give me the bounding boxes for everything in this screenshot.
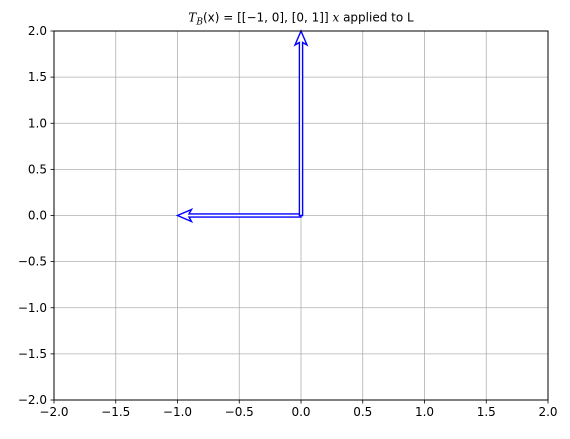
- y-tick-label: 0.0: [28, 209, 47, 223]
- x-tick-label: 1.5: [477, 405, 496, 419]
- x-tick-label: 1.0: [415, 405, 434, 419]
- vector-arrow-1: [293, 29, 309, 217]
- y-tick-label: 1.0: [28, 116, 47, 130]
- title-subscript: B: [195, 18, 203, 28]
- ticks: −2.0 −1.5 −1.0 −0.5 0.0 0.5 1.0 1.5 2.0 −2.0 −1.5 −…: [18, 24, 558, 419]
- title-suffix: applied to L: [339, 11, 414, 25]
- vectors: [175, 29, 309, 223]
- x-tick-label: −0.5: [225, 405, 254, 419]
- x-tick-label: 2.0: [538, 405, 557, 419]
- y-tick-label: −1.5: [18, 347, 47, 361]
- title-var: x: [332, 11, 339, 25]
- x-tick-label: −1.5: [101, 405, 130, 419]
- chart-title: TB(x) = [[−1, 0], [0, 1]] x applied to L: [188, 11, 414, 28]
- title-prefix: T: [188, 11, 197, 25]
- y-tick-label: −0.5: [18, 255, 47, 269]
- y-tick-label: −2.0: [18, 393, 47, 407]
- title-formula: (x) = [[−1, 0], [0, 1]]: [203, 11, 329, 25]
- y-tick-label: 0.5: [28, 162, 47, 176]
- x-tick-label: −2.0: [39, 405, 68, 419]
- y-tick-label: 2.0: [28, 24, 47, 38]
- x-tick-label: 0.0: [291, 405, 310, 419]
- x-tick-label: −1.0: [163, 405, 192, 419]
- y-tick-label: −1.0: [18, 301, 47, 315]
- y-tick-label: 1.5: [28, 70, 47, 84]
- x-tick-label: 0.5: [353, 405, 372, 419]
- vector-arrow-0: [175, 208, 302, 223]
